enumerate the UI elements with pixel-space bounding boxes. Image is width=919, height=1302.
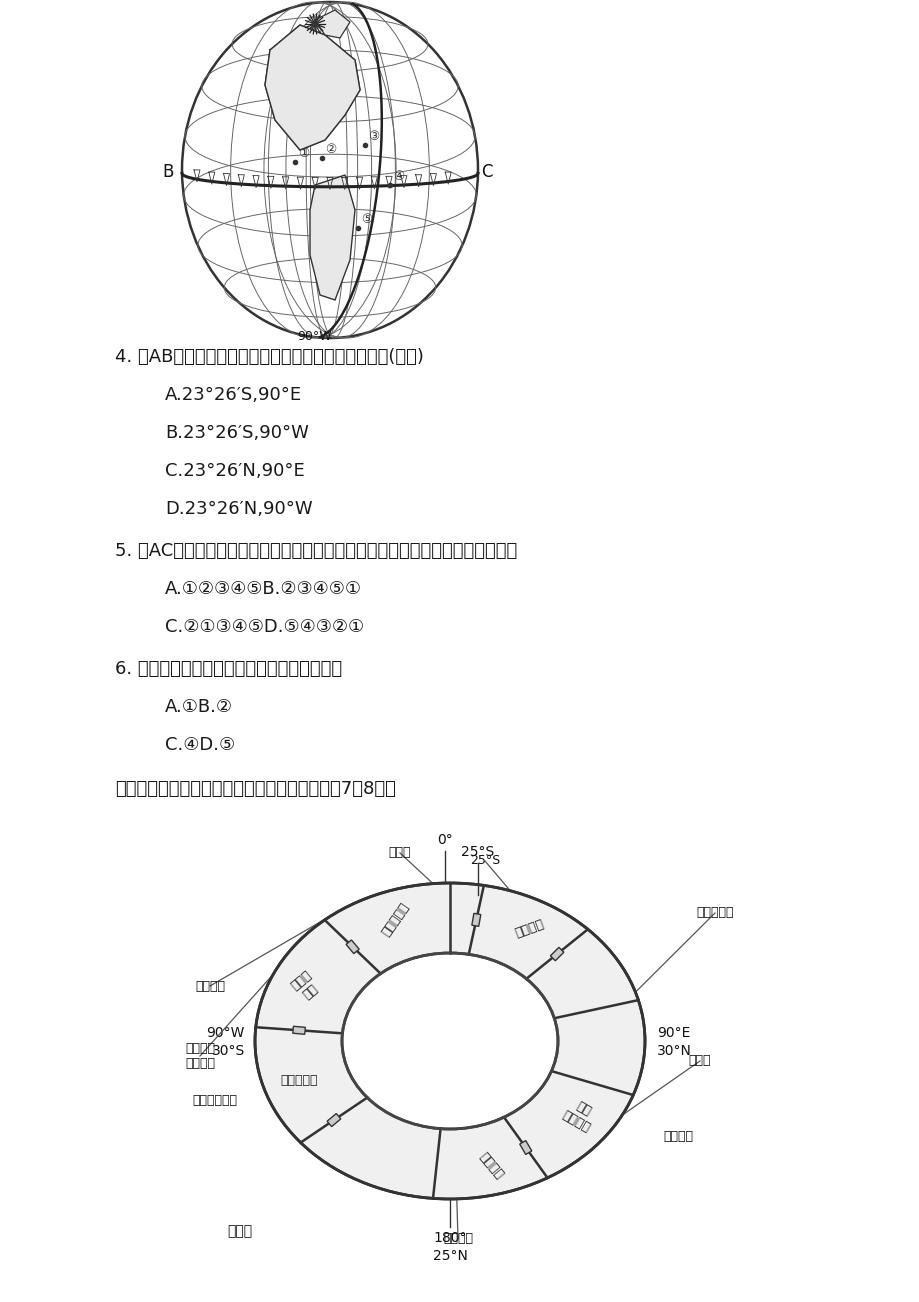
Text: ②: ② xyxy=(324,143,335,156)
Text: 90°E: 90°E xyxy=(656,1026,689,1040)
Ellipse shape xyxy=(255,883,644,1199)
Text: ①: ① xyxy=(298,147,309,160)
Polygon shape xyxy=(346,940,358,953)
Text: 印度
澳洲板块: 印度 澳洲板块 xyxy=(560,1095,599,1135)
Text: ④: ④ xyxy=(392,171,403,184)
Polygon shape xyxy=(265,25,359,150)
Polygon shape xyxy=(327,1113,340,1126)
Text: 洋中脊: 洋中脊 xyxy=(389,846,411,859)
Text: 5. 若AC表示晨线，则该时刻各卫星发射基地昼长时间由长到短排序正确的是（）: 5. 若AC表示晨线，则该时刻各卫星发射基地昼长时间由长到短排序正确的是（） xyxy=(115,542,516,560)
Text: A.①B.②: A.①B.② xyxy=(165,698,233,716)
Text: D.23°26′N,90°W: D.23°26′N,90°W xyxy=(165,500,312,518)
Text: 南美洲板块: 南美洲板块 xyxy=(380,901,411,939)
Text: 6. 下列卫星发射基地自转线速度最小的是（）: 6. 下列卫星发射基地自转线速度最小的是（） xyxy=(115,660,342,678)
Text: 4. 若AB表示晨线，则该时刻太阳直射点的位置是（）(常考): 4. 若AB表示晨线，则该时刻太阳直射点的位置是（）(常考) xyxy=(115,348,424,366)
Text: 30°N: 30°N xyxy=(656,1044,691,1059)
Text: B: B xyxy=(163,163,174,181)
Text: 青藏高原: 青藏高原 xyxy=(663,1130,692,1142)
Ellipse shape xyxy=(182,3,478,339)
Ellipse shape xyxy=(342,953,558,1129)
Text: 南大西洋: 南大西洋 xyxy=(195,979,225,992)
Text: ③: ③ xyxy=(368,130,379,143)
Text: C.④D.⑤: C.④D.⑤ xyxy=(165,736,235,754)
Text: 0°: 0° xyxy=(437,833,452,848)
Text: 25°N: 25°N xyxy=(432,1249,467,1263)
Polygon shape xyxy=(314,10,349,38)
Text: C: C xyxy=(481,163,492,181)
Text: 亚欧板块: 亚欧板块 xyxy=(476,1150,505,1181)
Polygon shape xyxy=(519,1141,531,1155)
Text: A.23°26′S,90°E: A.23°26′S,90°E xyxy=(165,385,301,404)
Text: 非洲板块: 非洲板块 xyxy=(513,918,545,940)
Text: C.23°26′N,90°E: C.23°26′N,90°E xyxy=(165,462,304,480)
Text: 下图为世界主要板块接触关系示意图。读图完成7～8题。: 下图为世界主要板块接触关系示意图。读图完成7～8题。 xyxy=(115,780,395,798)
Polygon shape xyxy=(471,913,481,927)
Polygon shape xyxy=(310,174,355,299)
Polygon shape xyxy=(292,1026,305,1034)
Text: 纳斯卡
板块: 纳斯卡 板块 xyxy=(288,969,323,1004)
Polygon shape xyxy=(550,948,563,961)
Text: 30°S: 30°S xyxy=(211,1044,244,1059)
Text: 90°W: 90°W xyxy=(298,329,332,342)
Text: 25°S: 25°S xyxy=(470,854,500,867)
Text: ⑤: ⑤ xyxy=(360,214,372,227)
Text: 东太平洋隆起: 东太平洋隆起 xyxy=(192,1095,237,1108)
Text: 洋中脊: 洋中脊 xyxy=(688,1055,710,1068)
Text: B.23°26′S,90°W: B.23°26′S,90°W xyxy=(165,424,309,441)
Text: 太平洋板块: 太平洋板块 xyxy=(279,1074,317,1087)
Text: 90°W: 90°W xyxy=(207,1026,244,1040)
Text: 安第斯山
秘鲁海沟: 安第斯山 秘鲁海沟 xyxy=(185,1042,215,1070)
Text: A.①②③④⑤B.②③④⑤①: A.①②③④⑤B.②③④⑤① xyxy=(165,579,361,598)
Text: 东非大裂谷: 东非大裂谷 xyxy=(696,906,733,919)
Circle shape xyxy=(312,21,318,27)
Text: C.②①③④⑤D.⑤④③②①: C.②①③④⑤D.⑤④③②① xyxy=(165,618,364,635)
Text: 日本海沟: 日本海沟 xyxy=(443,1233,472,1246)
Text: 25°S: 25°S xyxy=(460,845,494,859)
Text: 180°: 180° xyxy=(433,1230,466,1245)
Text: 太平洋: 太平洋 xyxy=(227,1224,253,1238)
